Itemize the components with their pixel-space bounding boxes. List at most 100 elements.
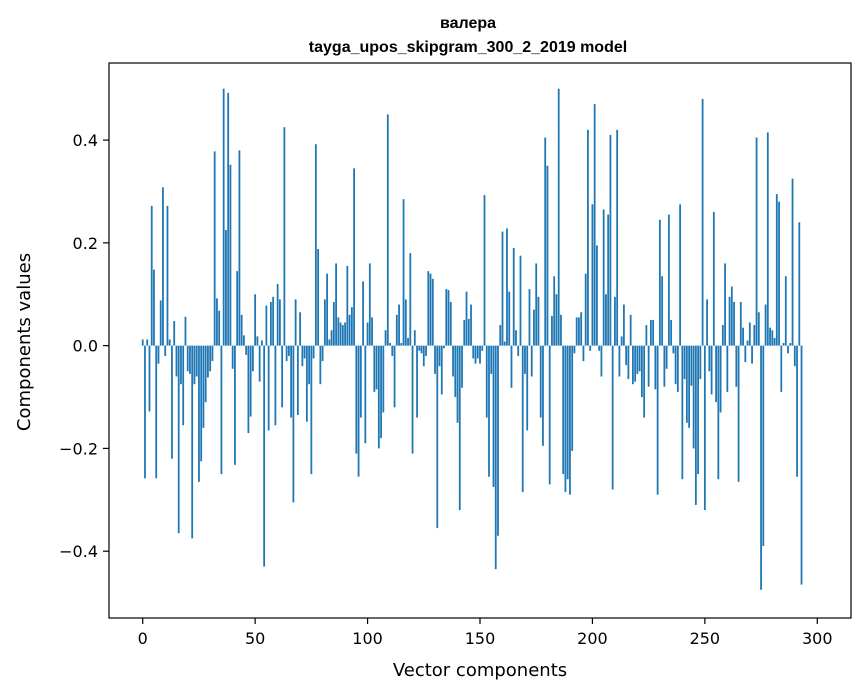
bar-component-54 xyxy=(263,345,266,567)
bar-component-279 xyxy=(769,327,771,346)
bar-component-262 xyxy=(730,286,733,346)
plot-frame xyxy=(108,62,852,619)
bar-component-287 xyxy=(787,345,789,354)
bar-component-120 xyxy=(411,345,414,454)
bar-component-135 xyxy=(445,289,448,346)
bar-component-119 xyxy=(409,253,412,346)
bar-component-51 xyxy=(256,336,259,346)
bar-component-61 xyxy=(278,299,281,346)
bar-component-97 xyxy=(359,345,362,418)
bar-component-74 xyxy=(308,345,311,385)
bar-component-22 xyxy=(191,345,194,539)
bar-component-232 xyxy=(663,345,666,387)
bar-component-168 xyxy=(519,255,522,346)
bar-component-149 xyxy=(476,345,479,359)
bar-component-205 xyxy=(602,209,605,346)
bar-component-118 xyxy=(407,337,409,346)
bar-component-269 xyxy=(746,340,749,346)
bar-component-56 xyxy=(267,345,270,431)
x-tick-label: 250 xyxy=(690,629,721,648)
bar-component-121 xyxy=(413,330,416,346)
bar-component-38 xyxy=(227,92,230,346)
bar-component-238 xyxy=(676,345,679,392)
bar-component-250 xyxy=(703,345,706,511)
bar-component-166 xyxy=(515,330,517,346)
bar-component-233 xyxy=(665,345,668,369)
bar-component-273 xyxy=(755,137,758,346)
bar-component-267 xyxy=(742,327,744,346)
bar-component-27 xyxy=(202,345,205,428)
bar-component-94 xyxy=(353,168,355,346)
y-tick-label: 0.2 xyxy=(73,234,98,253)
bar-component-252 xyxy=(708,345,711,372)
y-tick-label: −0.2 xyxy=(59,439,98,458)
bar-component-66 xyxy=(290,345,293,418)
bar-component-31 xyxy=(211,345,214,362)
bar-component-203 xyxy=(598,345,601,351)
bar-component-159 xyxy=(499,325,502,346)
bar-component-219 xyxy=(634,345,637,382)
bar-component-52 xyxy=(258,345,261,382)
bar-component-150 xyxy=(479,345,481,364)
bar-component-88 xyxy=(339,322,342,346)
bar-component-24 xyxy=(195,345,198,377)
bar-component-245 xyxy=(692,345,695,449)
y-tick-label: −0.4 xyxy=(59,542,98,561)
bar-component-100 xyxy=(366,322,369,346)
bar-component-48 xyxy=(249,345,252,417)
bar-component-188 xyxy=(564,345,567,493)
bar-component-163 xyxy=(508,291,511,346)
bar-component-237 xyxy=(674,345,677,385)
bar-component-210 xyxy=(614,296,616,346)
bar-component-109 xyxy=(386,114,389,346)
bar-component-64 xyxy=(285,345,288,362)
bar-component-46 xyxy=(245,345,248,355)
bar-component-76 xyxy=(312,345,315,359)
bar-component-274 xyxy=(757,312,760,346)
bar-component-216 xyxy=(627,345,630,380)
bar-component-39 xyxy=(229,164,232,346)
bar-component-20 xyxy=(186,345,189,372)
bar-component-286 xyxy=(784,276,787,346)
bar-component-67 xyxy=(292,345,295,503)
bar-component-98 xyxy=(362,281,364,346)
bars-group xyxy=(141,88,803,590)
bar-component-75 xyxy=(310,345,313,475)
bar-component-102 xyxy=(371,317,373,346)
bar-component-200 xyxy=(591,204,594,346)
bar-component-255 xyxy=(715,345,717,403)
x-axis-label: Vector components xyxy=(393,660,567,681)
bar-component-55 xyxy=(265,305,268,346)
bar-component-291 xyxy=(796,345,798,477)
bar-component-122 xyxy=(416,345,418,418)
bar-component-257 xyxy=(719,345,722,413)
bar-component-142 xyxy=(461,345,463,388)
bar-component-270 xyxy=(748,322,751,346)
bar-component-172 xyxy=(528,289,531,346)
bar-component-15 xyxy=(175,345,178,377)
bar-component-246 xyxy=(694,345,697,505)
bar-component-138 xyxy=(452,345,454,377)
bar-component-69 xyxy=(296,345,299,416)
bar-component-63 xyxy=(283,127,286,346)
bar-component-196 xyxy=(582,345,585,362)
bar-component-13 xyxy=(171,345,173,459)
bar-component-225 xyxy=(647,345,650,387)
bar-component-42 xyxy=(236,271,239,346)
bar-component-183 xyxy=(553,276,556,346)
bar-component-207 xyxy=(607,214,610,346)
bar-component-0 xyxy=(141,339,144,346)
bar-component-132 xyxy=(438,345,441,367)
bar-component-223 xyxy=(643,345,646,418)
bar-component-156 xyxy=(492,345,495,487)
bar-component-187 xyxy=(562,345,565,475)
bar-component-25 xyxy=(198,345,200,482)
bar-component-40 xyxy=(231,345,234,369)
bar-component-280 xyxy=(771,330,774,346)
bar-component-107 xyxy=(382,345,385,413)
bar-component-167 xyxy=(517,345,520,356)
bar-component-281 xyxy=(773,337,776,346)
bar-component-23 xyxy=(193,345,196,385)
bar-component-153 xyxy=(485,345,488,418)
bar-component-5 xyxy=(153,269,155,346)
